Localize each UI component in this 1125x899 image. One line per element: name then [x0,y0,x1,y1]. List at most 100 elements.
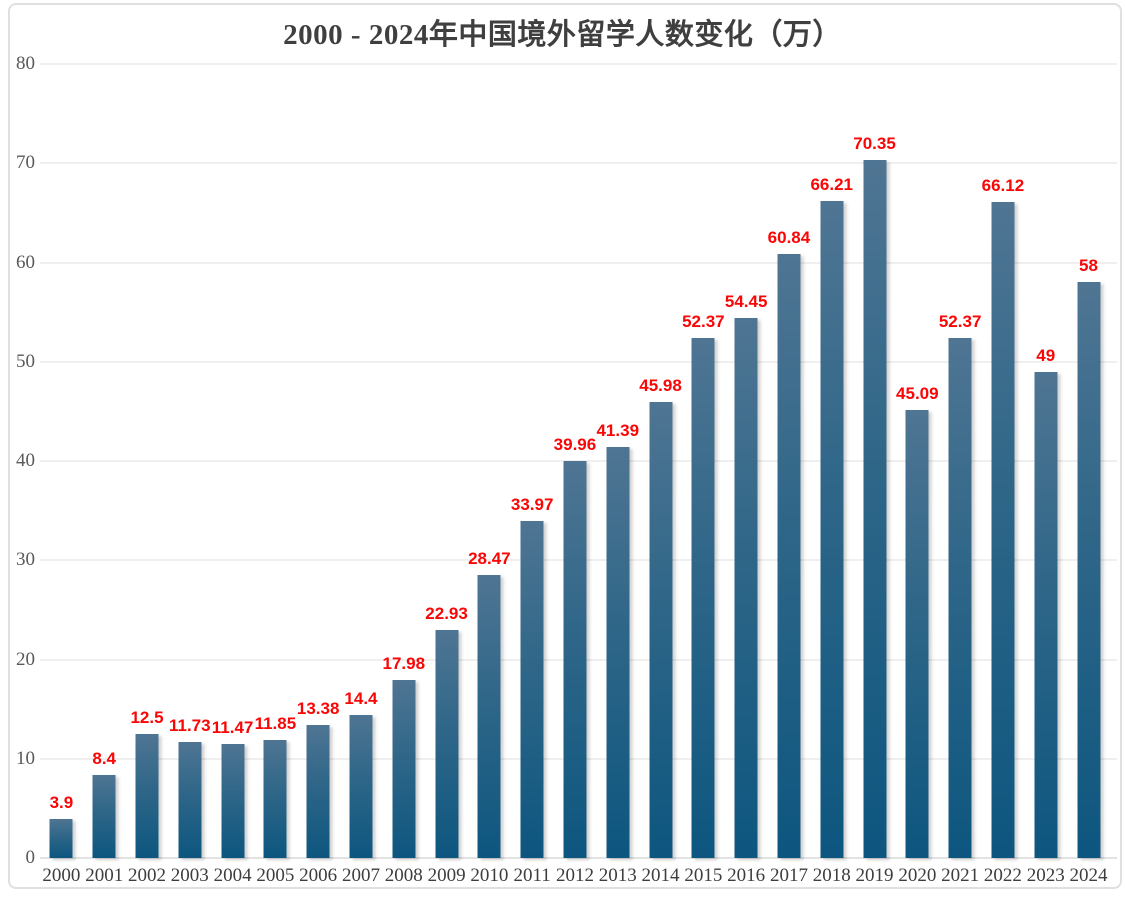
bar [392,679,416,858]
gridline [40,460,1117,462]
y-axis-tick-label: 30 [16,549,35,571]
bar-slot: 49 2023 [1024,64,1067,886]
x-axis-label: 2004 [213,865,252,886]
x-axis-label: 2008 [384,865,423,886]
bar [691,338,715,858]
x-axis-baseline [40,857,1117,859]
bar-value-label: 17.98 [382,653,426,673]
x-axis-label: 2015 [684,865,723,886]
x-axis-label: 2009 [427,865,466,886]
gridline [40,261,1117,264]
x-axis-label: 2002 [127,865,166,886]
bar [520,520,544,858]
bar-slot: 45.98 2014 [639,64,682,886]
bar-value-label: 49 [1036,345,1056,365]
bar-value-label: 66.12 [981,175,1025,195]
bar-value-label: 60.84 [767,228,811,248]
bar-value-label: 13.38 [296,699,340,719]
bar-value-label: 3.9 [49,793,74,813]
y-axis-tick-label: 0 [25,847,36,868]
bar-slot: 28.47 2010 [468,64,511,886]
bar [1077,282,1101,858]
bar-value-label: 66.21 [810,174,854,194]
x-axis-label: 2001 [85,865,124,886]
bar [863,159,887,858]
x-axis-label: 2021 [941,865,980,886]
gridline [40,162,1117,165]
bars-layer: 3.9 2000 8.4 2001 12.5 2002 11.73 2003 11.47 2004… [40,64,1110,886]
bar-value-label: 8.4 [92,748,117,768]
x-axis-label: 2019 [855,865,894,886]
plot-area: 3.9 2000 8.4 2001 12.5 2002 11.73 2003 11.47 2004… [40,63,1117,886]
x-axis-label: 2014 [641,865,680,886]
bar [1034,371,1058,858]
bar-slot: 70.35 2019 [853,64,896,886]
bar-slot: 12.5 2002 [126,64,169,886]
bar-value-label: 45.09 [896,384,939,404]
bar-slot: 3.9 2000 [40,64,83,886]
bar-slot: 66.12 2022 [981,64,1025,886]
x-axis-label: 2005 [256,865,295,886]
bar-slot: 22.93 2009 [425,64,468,886]
gridline [40,360,1117,363]
bar-value-label: 39.96 [553,435,597,455]
bar-slot: 54.45 2016 [724,64,768,886]
x-axis-label: 2010 [470,865,509,886]
bar [178,741,202,858]
bar-slot: 17.98 2008 [382,64,426,886]
chart-title: 2000 - 2024年中国境外留学人数变化（万） [283,19,842,51]
bar-slot: 66.21 2018 [810,64,854,886]
x-axis-label: 2013 [598,865,637,886]
bar-slot: 11.73 2003 [168,64,211,886]
bar [948,338,972,858]
bar-slot: 39.96 2012 [553,64,597,886]
bar-value-label: 11.73 [168,715,211,735]
bar-value-label: 22.93 [425,604,468,624]
bar [435,630,459,858]
bar-value-label: 14.4 [344,689,378,709]
x-axis-label: 2022 [983,865,1022,886]
x-axis-label: 2006 [299,865,338,886]
bar-value-label: 33.97 [510,494,554,514]
bar [777,254,801,858]
y-axis-tick-label: 20 [16,648,35,670]
bar [734,317,758,858]
bar [49,819,73,858]
x-axis-label: 2003 [170,865,209,886]
bar-slot: 11.47 2004 [211,64,254,886]
bar [649,401,673,858]
gridline [40,63,1117,65]
bar-value-label: 54.45 [724,291,768,311]
bar-value-label: 70.35 [853,133,896,153]
x-axis-label: 2024 [1069,865,1108,886]
bar-slot: 45.09 2020 [896,64,939,886]
x-axis-label: 2023 [1026,865,1065,886]
bar [306,725,330,858]
x-axis-label: 2020 [898,865,937,886]
y-axis-tick-label: 80 [16,53,35,74]
bar-slot: 52.37 2021 [939,64,982,886]
bar-value-label: 11.85 [254,714,297,734]
bar [905,410,929,858]
bar-slot: 8.4 2001 [83,64,126,886]
bar-slot: 13.38 2006 [296,64,340,886]
bar [135,733,159,858]
bar [563,461,587,858]
bar [263,740,287,858]
bar-value-label: 52.37 [682,312,725,332]
bar [92,774,116,858]
bar-value-label: 45.98 [639,375,682,395]
bar-slot: 33.97 2011 [510,64,554,886]
y-axis-tick-label: 60 [16,251,35,273]
x-axis-label: 2011 [513,865,551,886]
bar-slot: 52.37 2015 [682,64,725,886]
x-axis-label: 2017 [769,865,808,886]
bar-slot: 14.4 2007 [340,64,383,886]
bar-slot: 58 2024 [1067,64,1110,886]
y-axis-tick-label: 50 [16,350,35,372]
bar-value-label: 41.39 [596,421,640,441]
x-axis-label: 2018 [812,865,851,886]
bar [606,447,630,858]
bar [477,575,501,858]
